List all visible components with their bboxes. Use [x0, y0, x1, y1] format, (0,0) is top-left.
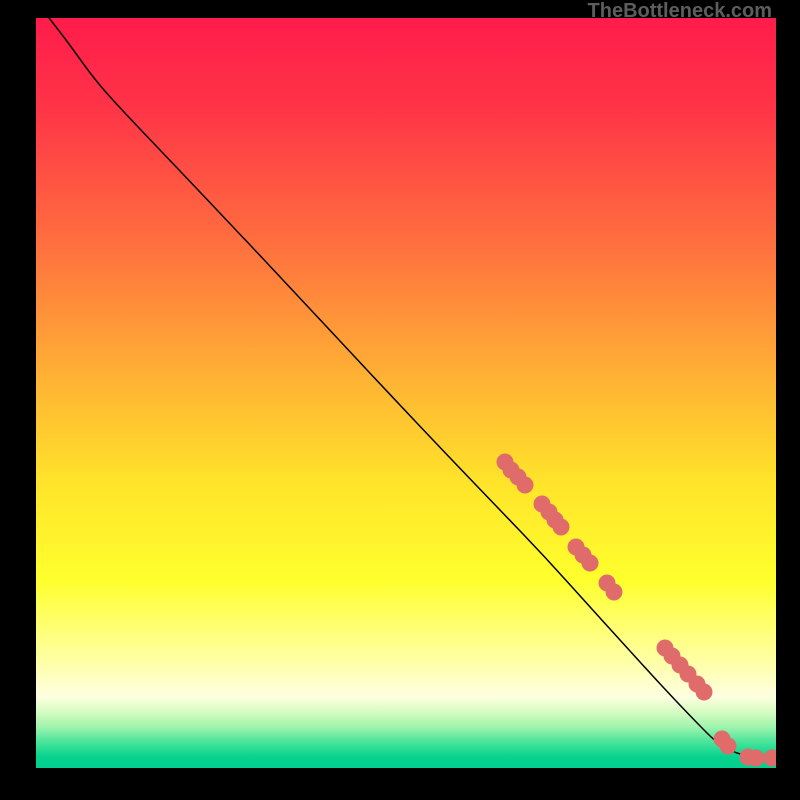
plot-area [36, 18, 776, 768]
plot-svg [36, 18, 776, 768]
data-dot [582, 555, 599, 572]
data-dot [517, 477, 534, 494]
data-dot [606, 584, 623, 601]
data-dot [696, 684, 713, 701]
data-dot [720, 738, 737, 755]
watermark-text: TheBottleneck.com [588, 0, 772, 23]
data-dot [553, 519, 570, 536]
data-dot [748, 750, 765, 767]
